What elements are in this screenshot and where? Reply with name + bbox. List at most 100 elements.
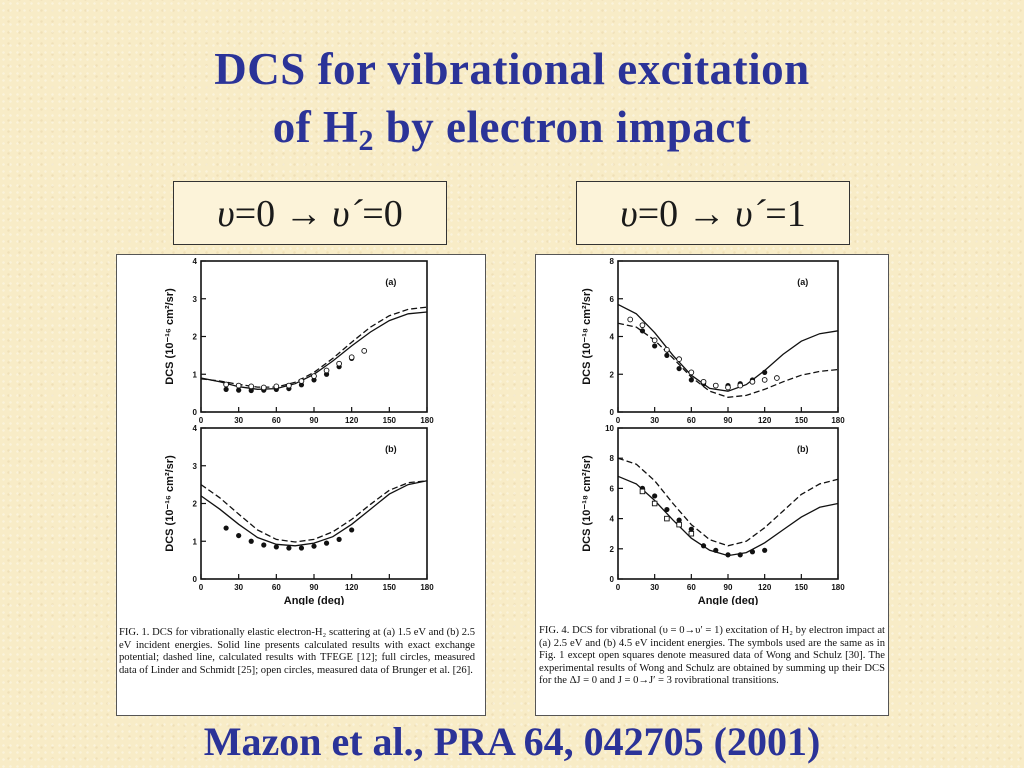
filled-circle-point (688, 526, 694, 532)
filled-circle-point (248, 387, 254, 394)
y-tick-label: 0 (193, 575, 198, 584)
filled-circle-point (223, 386, 229, 392)
x-tick-label: 180 (831, 416, 845, 425)
x-tick-label: 90 (724, 583, 733, 592)
x-tick-label: 150 (383, 416, 397, 425)
y-tick-label: 0 (193, 408, 198, 417)
y-tick-label: 4 (610, 515, 615, 524)
x-tick-label: 0 (199, 416, 204, 425)
open-circle-point (712, 382, 719, 389)
transition-box-left: υ=0 → υ´=0 (173, 181, 447, 245)
dashed-line (617, 457, 839, 547)
panel-label: (b) (385, 444, 397, 454)
y-axis-label: DCS (10⁻¹⁶ cm²/sr) (164, 288, 176, 385)
open-circle-point (348, 354, 355, 361)
filled-circle-point (261, 542, 267, 548)
plot-1: 0 30 60 90 120 150 180 0 1 2 3 4 (a) DCS (10⁻¹⁶ cm²/s… (164, 257, 434, 425)
open-circle-point (774, 375, 780, 381)
open-circle-point (700, 378, 707, 385)
x-tick-label: 0 (616, 416, 621, 425)
transition-end: =0 (362, 193, 403, 235)
open-circle-point (627, 316, 634, 323)
filled-circle-point (700, 543, 707, 549)
v-symbol: υ (217, 193, 235, 235)
filled-circle-point (236, 532, 242, 539)
transition-box-right: υ=0 → υ´=1 (576, 181, 850, 245)
open-square-point (688, 530, 695, 537)
filled-circle-point (236, 387, 242, 393)
panel-label: (a) (797, 277, 808, 287)
open-circle-point (223, 381, 229, 388)
vprime-symbol: υ´ (332, 193, 363, 235)
open-square-point (639, 488, 646, 495)
y-tick-label: 3 (193, 462, 198, 471)
open-square-point (676, 521, 682, 528)
x-tick-label: 0 (199, 583, 204, 592)
open-circle-point (737, 382, 744, 389)
x-axis-label: Angle (deg) (284, 595, 345, 605)
y-tick-label: 1 (193, 370, 198, 379)
y-tick-label: 2 (193, 333, 198, 342)
y-tick-label: 8 (610, 454, 615, 463)
y-tick-label: 3 (193, 295, 198, 304)
figure-4-panel: 0 30 60 90 120 150 180 0 2 4 6 8 (a) DCS (10⁻¹⁸ cm²/s… (535, 254, 889, 716)
filled-circle-point (664, 352, 670, 358)
figure-1-panel: 0 30 60 90 120 150 180 0 1 2 3 4 (a) DCS (10⁻¹⁶ cm²/s… (116, 254, 486, 716)
y-tick-label: 10 (605, 424, 614, 433)
plot-4: 0 30 60 90 120 150 180 0 2 4 6 8 10 (b) DCS (10⁻¹⁸ cm²… (581, 424, 845, 605)
filled-circle-point (273, 544, 279, 550)
y-tick-label: 2 (193, 500, 198, 509)
open-square-point (664, 515, 670, 522)
open-circle-point (248, 383, 255, 390)
open-circle-point (235, 382, 242, 389)
y-tick-label: 6 (610, 295, 615, 304)
citation: Mazon et al., PRA 64, 042705 (2001) (203, 719, 821, 764)
filled-circle-point (248, 538, 254, 544)
filled-circle-point (725, 552, 731, 558)
filled-circle-point (737, 552, 743, 558)
title-sub: 2 (358, 124, 374, 157)
filled-circle-point (652, 493, 658, 499)
x-tick-label: 180 (420, 416, 434, 425)
filled-circle-point (664, 506, 670, 513)
filled-circle-point (349, 527, 355, 533)
x-tick-label: 30 (650, 583, 659, 592)
y-tick-label: 0 (610, 575, 615, 584)
title-line-2: of H2 by electron impact (0, 98, 1024, 156)
panel-label: (b) (797, 444, 809, 454)
title-pre: of H (272, 102, 359, 152)
x-tick-label: 0 (616, 583, 621, 592)
y-axis-label: DCS (10⁻¹⁸ cm²/sr) (581, 455, 593, 552)
x-tick-label: 180 (831, 583, 845, 592)
filled-circle-point (749, 549, 756, 555)
panel-label: (a) (385, 277, 396, 287)
open-circle-point (361, 347, 368, 354)
open-square-point (651, 500, 658, 507)
x-tick-label: 120 (345, 583, 359, 592)
x-tick-label: 60 (272, 416, 281, 425)
open-circle-point (688, 369, 695, 376)
filled-circle-point (223, 525, 229, 531)
open-circle-point (664, 346, 670, 353)
y-tick-label: 4 (193, 424, 198, 433)
x-tick-label: 90 (724, 416, 733, 425)
transition-end: =1 (765, 193, 806, 235)
open-circle-point (323, 367, 330, 374)
y-tick-label: 8 (610, 257, 615, 266)
open-circle-point (749, 378, 756, 385)
filled-circle-point (652, 343, 658, 349)
open-circle-point (761, 377, 768, 383)
vprime-symbol: υ´ (735, 193, 766, 235)
x-tick-label: 120 (758, 583, 772, 592)
slide-title: DCS for vibrational excitation of H2 by … (0, 40, 1024, 156)
figure-1-caption: FIG. 1. DCS for vibrationally elastic el… (119, 627, 475, 676)
filled-circle-point (676, 365, 682, 372)
y-axis-label: DCS (10⁻¹⁶ cm²/sr) (164, 455, 176, 552)
filled-circle-point (676, 517, 682, 523)
open-circle-point (286, 382, 292, 389)
transition-arrow-text: =0 → (637, 193, 736, 235)
open-circle-point (639, 322, 646, 329)
open-circle-point (298, 378, 305, 384)
